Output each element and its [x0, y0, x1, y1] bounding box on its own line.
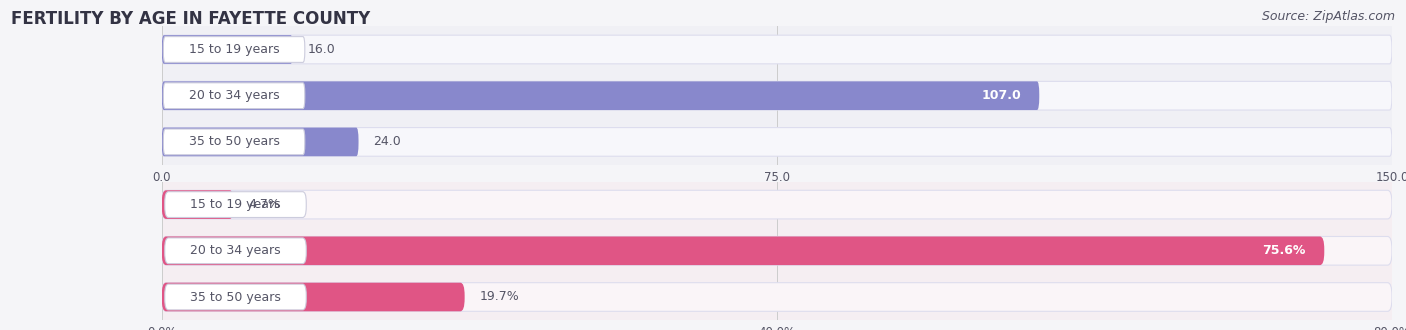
Text: Source: ZipAtlas.com: Source: ZipAtlas.com	[1261, 10, 1395, 23]
FancyBboxPatch shape	[165, 192, 307, 217]
FancyBboxPatch shape	[165, 238, 307, 264]
Text: 20 to 34 years: 20 to 34 years	[190, 244, 281, 257]
FancyBboxPatch shape	[162, 190, 1392, 219]
FancyBboxPatch shape	[162, 283, 1392, 311]
Text: 15 to 19 years: 15 to 19 years	[190, 198, 281, 211]
FancyBboxPatch shape	[162, 82, 1039, 110]
FancyBboxPatch shape	[162, 82, 1392, 110]
Text: 75.6%: 75.6%	[1263, 244, 1306, 257]
FancyBboxPatch shape	[162, 35, 1392, 64]
FancyBboxPatch shape	[163, 83, 305, 109]
Text: 4.7%: 4.7%	[249, 198, 281, 211]
FancyBboxPatch shape	[163, 129, 305, 155]
Text: 16.0: 16.0	[308, 43, 336, 56]
Text: 15 to 19 years: 15 to 19 years	[188, 43, 280, 56]
Text: 107.0: 107.0	[981, 89, 1021, 102]
FancyBboxPatch shape	[162, 128, 1392, 156]
FancyBboxPatch shape	[165, 284, 307, 310]
FancyBboxPatch shape	[162, 35, 292, 64]
FancyBboxPatch shape	[162, 190, 233, 219]
FancyBboxPatch shape	[162, 283, 464, 311]
FancyBboxPatch shape	[162, 237, 1392, 265]
FancyBboxPatch shape	[162, 237, 1324, 265]
Text: FERTILITY BY AGE IN FAYETTE COUNTY: FERTILITY BY AGE IN FAYETTE COUNTY	[11, 10, 371, 28]
Text: 20 to 34 years: 20 to 34 years	[188, 89, 280, 102]
Text: 35 to 50 years: 35 to 50 years	[188, 135, 280, 148]
FancyBboxPatch shape	[162, 128, 359, 156]
Text: 35 to 50 years: 35 to 50 years	[190, 290, 281, 304]
Text: 19.7%: 19.7%	[479, 290, 519, 304]
FancyBboxPatch shape	[163, 37, 305, 62]
Text: 24.0: 24.0	[374, 135, 401, 148]
